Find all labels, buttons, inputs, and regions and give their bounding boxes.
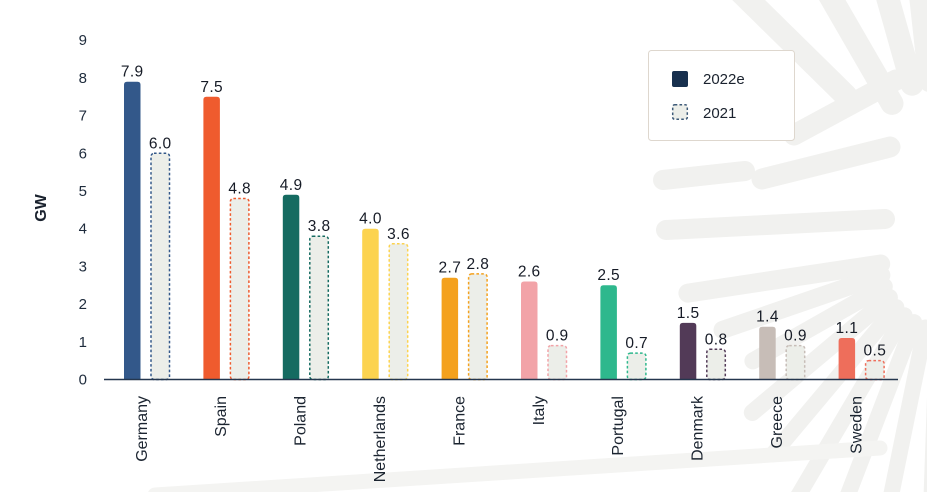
svg-text:0.9: 0.9 (546, 328, 569, 345)
svg-text:7.5: 7.5 (200, 79, 223, 96)
svg-text:1.4: 1.4 (756, 309, 779, 326)
svg-text:3.6: 3.6 (387, 226, 410, 243)
svg-text:2022e: 2022e (703, 71, 745, 88)
svg-text:0.8: 0.8 (705, 331, 728, 348)
svg-text:Spain: Spain (213, 396, 230, 437)
svg-text:2.8: 2.8 (467, 256, 490, 273)
svg-text:0.9: 0.9 (784, 328, 807, 345)
svg-text:2.5: 2.5 (597, 267, 620, 284)
svg-text:5: 5 (79, 183, 87, 200)
svg-text:4.9: 4.9 (280, 177, 303, 194)
svg-text:2: 2 (79, 296, 87, 313)
svg-text:0.5: 0.5 (864, 343, 887, 360)
svg-text:Italy: Italy (531, 396, 548, 425)
svg-text:1.5: 1.5 (677, 305, 700, 322)
svg-text:4.0: 4.0 (359, 211, 382, 228)
svg-text:2021: 2021 (703, 105, 736, 122)
svg-text:Portugal: Portugal (610, 396, 627, 456)
svg-text:GW: GW (33, 193, 50, 221)
svg-text:3: 3 (79, 258, 87, 275)
svg-text:4: 4 (79, 221, 87, 238)
svg-text:0.7: 0.7 (625, 335, 648, 352)
svg-text:0: 0 (79, 372, 87, 389)
svg-text:1: 1 (79, 334, 87, 351)
svg-text:1.1: 1.1 (836, 320, 859, 337)
svg-text:6.0: 6.0 (149, 135, 172, 152)
svg-text:6: 6 (79, 145, 87, 162)
svg-text:2.7: 2.7 (439, 260, 462, 277)
svg-text:Sweden: Sweden (848, 396, 865, 454)
svg-text:Poland: Poland (293, 396, 310, 446)
svg-text:9: 9 (79, 32, 87, 49)
svg-text:France: France (451, 396, 468, 446)
svg-text:7: 7 (79, 108, 87, 125)
svg-text:7.9: 7.9 (121, 64, 144, 81)
svg-text:2.6: 2.6 (518, 264, 541, 281)
svg-text:3.8: 3.8 (308, 218, 331, 235)
svg-text:Netherlands: Netherlands (372, 396, 389, 482)
svg-text:8: 8 (79, 70, 87, 87)
svg-text:Greece: Greece (769, 396, 786, 449)
svg-text:Denmark: Denmark (690, 395, 707, 461)
svg-text:4.8: 4.8 (228, 181, 251, 198)
svg-text:Germany: Germany (134, 396, 151, 462)
